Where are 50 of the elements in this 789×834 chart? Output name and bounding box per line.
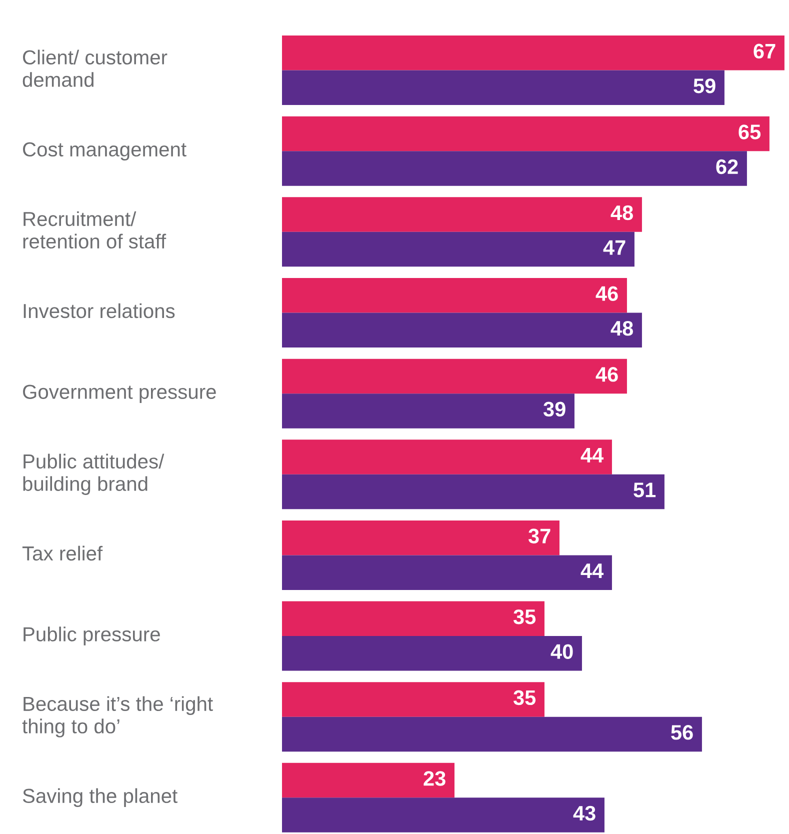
data-label: 35: [513, 690, 536, 706]
bar: [282, 716, 702, 752]
bar: [282, 682, 544, 717]
y-tick-label: Government pressure: [23, 384, 216, 403]
bar: [282, 474, 664, 510]
y-tick-label: Cost management: [23, 142, 186, 161]
bar: [282, 394, 574, 428]
y-tick-label: Public pressure: [24, 626, 160, 646]
data-label: 35: [513, 609, 536, 624]
bar: [282, 278, 627, 313]
bar: [282, 555, 612, 590]
data-label: 47: [603, 240, 626, 255]
data-label: 46: [596, 367, 618, 382]
data-label: 48: [610, 320, 633, 336]
bar: [282, 798, 604, 832]
data-label: 43: [573, 806, 596, 821]
data-label: 56: [671, 725, 693, 740]
y-tick-label: Because it’s the ‘right thing to do’: [22, 696, 213, 738]
bar: [282, 358, 627, 394]
bar: [282, 762, 454, 798]
data-label: 62: [716, 159, 738, 174]
bar: [282, 70, 724, 106]
bar: [282, 232, 634, 267]
y-tick-label: Saving the planet: [22, 788, 178, 808]
data-label: 44: [580, 564, 604, 578]
data-label: 65: [738, 124, 761, 140]
y-tick-label: Recruitment/ retention of staff: [23, 211, 166, 249]
y-tick-label: Public attitudes/ building brand: [23, 454, 164, 495]
bar: [282, 636, 582, 671]
bar: [282, 36, 784, 70]
bar: [282, 116, 770, 152]
data-label: 51: [634, 482, 656, 498]
data-label: 48: [610, 205, 633, 220]
bar: [282, 440, 612, 474]
bar: [282, 197, 642, 232]
data-label: 44: [580, 448, 604, 462]
y-tick-label: Client/ customer demand: [22, 50, 168, 87]
bar: [282, 151, 747, 186]
data-label: 37: [528, 528, 550, 544]
y-tick-label: Investor relations: [24, 303, 175, 318]
data-label: 46: [596, 286, 618, 301]
y-tick-label: Tax relief: [22, 546, 103, 561]
data-label: 59: [694, 78, 716, 94]
data-label: 40: [550, 644, 573, 659]
data-label: 23: [424, 771, 446, 786]
data-label: 67: [754, 44, 776, 59]
bar: [282, 312, 642, 348]
bar: [282, 601, 544, 636]
data-label: 39: [543, 402, 566, 417]
bar: [282, 520, 560, 556]
